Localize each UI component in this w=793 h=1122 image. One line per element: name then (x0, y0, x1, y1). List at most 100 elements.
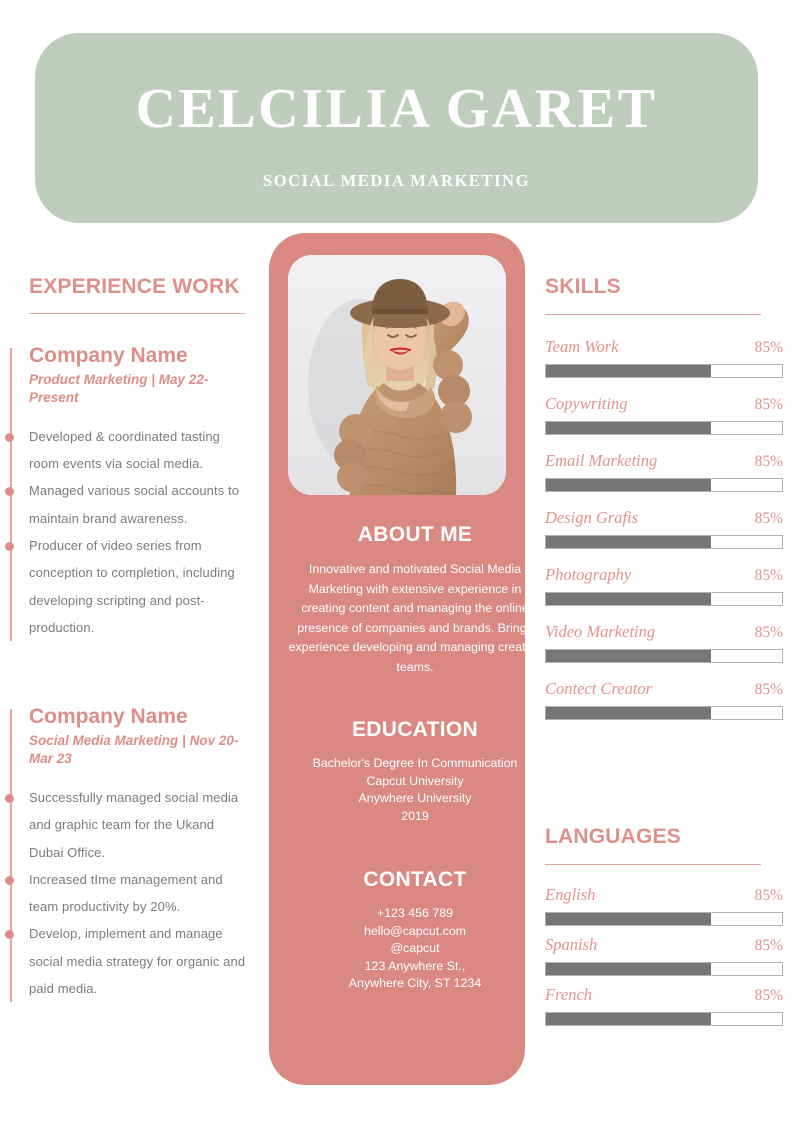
skill-bar-fill (546, 707, 712, 719)
bullet-dot-icon (5, 875, 14, 885)
skill-row: Design Grafis 85% (545, 508, 783, 549)
skill-header: English 85% (545, 885, 783, 905)
skill-row: Team Work 85% (545, 337, 783, 378)
skill-label: Team Work (545, 337, 619, 356)
bullet-dot-icon (5, 432, 14, 442)
skill-bar-track (545, 1012, 783, 1026)
skill-bar-track (545, 962, 783, 976)
skill-bar-fill (546, 365, 712, 377)
skill-header: Spanish 85% (545, 935, 783, 955)
skill-bar-track (545, 478, 783, 492)
skill-bar-track (545, 706, 783, 720)
list-item: Increased tIme management and team produ… (5, 866, 247, 921)
skill-header: Design Grafis 85% (545, 508, 783, 528)
profile-panel: ABOUT ME Innovative and motivated Social… (269, 233, 541, 1085)
contact-lines: +123 456 789 hello@capcut.com @capcut 123 A… (287, 905, 543, 993)
skill-header: Contect Creator 85% (545, 679, 783, 699)
company-name: Company Name (29, 705, 188, 729)
bullet-dot-icon (5, 541, 14, 551)
skill-label: Email Marketing (545, 451, 658, 470)
skill-label: Photography (545, 565, 632, 584)
skill-percent: 85% (754, 567, 783, 584)
education-lines: Bachelor's Degree In Communication Capcut… (287, 755, 543, 825)
text-line: Anywhere University (358, 791, 472, 806)
skill-percent: 85% (754, 339, 783, 356)
header-banner: CELCILIA GARET SOCIAL MEDIA MARKETING (35, 33, 758, 223)
experience-entry: Company Name Social Media Marketing | Nov… (0, 705, 258, 1003)
list-item: Managed various social accounts to maint… (5, 477, 247, 532)
skill-header: Copywriting 85% (545, 394, 783, 414)
skill-label: Video Marketing (545, 622, 656, 641)
contact-heading: CONTACT (363, 868, 467, 891)
list-item: Develop, implement and manage social med… (5, 920, 247, 1002)
skill-row: Email Marketing 85% (545, 451, 783, 492)
skill-percent: 85% (754, 937, 783, 954)
about-me-text: Innovative and motivated Social Media Ma… (288, 562, 542, 674)
skill-header: Photography 85% (545, 565, 783, 585)
skill-percent: 85% (754, 987, 783, 1004)
education-heading: EDUCATION (352, 718, 478, 741)
languages-section: LANGUAGES English 85% Spanish 85% French 85% (545, 825, 783, 1035)
text-line: 123 Anywhere St., (364, 958, 466, 973)
skill-percent: 85% (754, 887, 783, 904)
section-divider (29, 313, 245, 314)
skill-label: Contect Creator (545, 679, 653, 698)
responsibility-list: Successfully managed social media and gr… (0, 784, 258, 1002)
list-item: Producer of video series from conception… (5, 532, 247, 641)
skill-row: Photography 85% (545, 565, 783, 606)
skills-list: Team Work 85% Copywriting 85% Email Marketin… (545, 337, 783, 720)
avatar (288, 255, 506, 495)
job-role: Social Media Marketing | Nov 20-Mar 23 (29, 733, 239, 767)
skill-header: Video Marketing 85% (545, 622, 783, 642)
skill-bar-fill (546, 1013, 712, 1025)
list-item: Developed & coordinated tasting room eve… (5, 423, 247, 478)
bullet-dot-icon (5, 930, 14, 940)
skill-bar-fill (546, 479, 712, 491)
skill-percent: 85% (754, 396, 783, 413)
skill-label: Copywriting (545, 394, 628, 413)
skill-percent: 85% (754, 681, 783, 698)
text-line: Bachelor's Degree In Communication (312, 756, 518, 770)
skill-row: English 85% (545, 885, 783, 926)
about-me-heading: ABOUT ME (357, 523, 473, 546)
skill-row: Spanish 85% (545, 935, 783, 976)
header-subtitle: SOCIAL MEDIA MARKETING (262, 171, 531, 190)
page-title: CELCILIA GARET (135, 78, 658, 140)
bullet-dot-icon (5, 793, 14, 803)
skill-bar-track (545, 421, 783, 435)
contact-section: CONTACT +123 456 789 hello@capcut.com @cap… (269, 868, 561, 993)
skill-bar-fill (546, 913, 712, 925)
list-item: Successfully managed social media and gr… (5, 784, 247, 866)
skill-row: French 85% (545, 985, 783, 1026)
job-role: Product Marketing | May 22-Present (29, 372, 209, 405)
text-line: 2019 (401, 808, 429, 823)
skill-bar-fill (546, 963, 712, 975)
skill-header: Email Marketing 85% (545, 451, 783, 471)
skill-bar-track (545, 649, 783, 663)
skill-row: Video Marketing 85% (545, 622, 783, 663)
skill-percent: 85% (754, 510, 783, 527)
text-line: Anywhere City, ST 1234 (348, 976, 482, 991)
text-line: @capcut (390, 941, 440, 956)
skill-header: Team Work 85% (545, 337, 783, 357)
skill-percent: 85% (754, 624, 783, 641)
experience-timeline: Company Name Product Marketing | May 22-P… (0, 344, 258, 1003)
skill-percent: 85% (754, 453, 783, 470)
skill-bar-track (545, 535, 783, 549)
skill-row: Copywriting 85% (545, 394, 783, 435)
responsibility-list: Developed & coordinated tasting room eve… (0, 423, 258, 641)
text-line: hello@capcut.com (363, 923, 467, 938)
skill-bar-fill (546, 593, 712, 605)
experience-section-title: EXPERIENCE WORK (29, 275, 240, 298)
skill-bar-fill (546, 650, 712, 662)
text-line: Capcut University (366, 773, 464, 788)
skill-label: English (545, 885, 596, 904)
skill-bar-fill (546, 422, 712, 434)
skills-column: SKILLS Team Work 85% Copywriting 85% Email M… (545, 275, 783, 1026)
skill-bar-track (545, 364, 783, 378)
experience-section: EXPERIENCE WORK Company Name Product Mark… (0, 275, 258, 1003)
skill-row: Contect Creator 85% (545, 679, 783, 720)
bullet-dot-icon (5, 487, 14, 497)
skill-bar-track (545, 912, 783, 926)
experience-entry: Company Name Product Marketing | May 22-P… (0, 344, 258, 641)
